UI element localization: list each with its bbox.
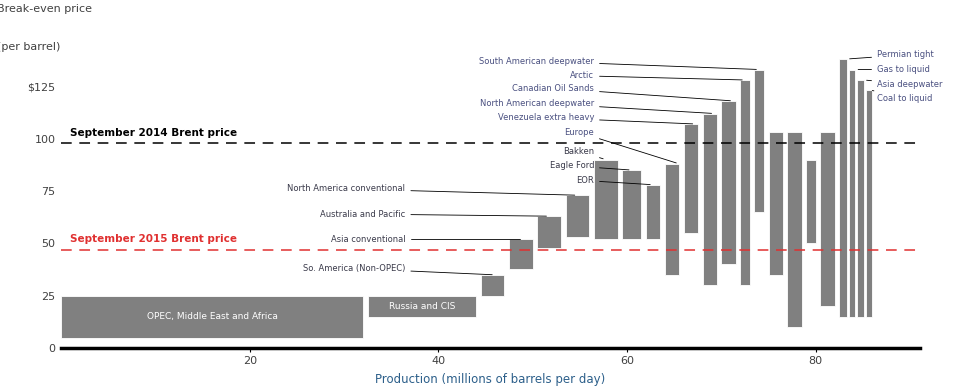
Bar	[565, 195, 589, 237]
Bar	[537, 216, 560, 248]
Bar	[61, 296, 362, 338]
Bar	[480, 275, 504, 296]
Text: Bakken: Bakken	[562, 147, 602, 159]
Text: Canadian Oil Sands: Canadian Oil Sands	[512, 84, 730, 101]
Text: Asia conventional: Asia conventional	[331, 235, 520, 244]
Bar	[768, 132, 781, 275]
Text: South American deepwater: South American deepwater	[478, 56, 756, 69]
Bar	[683, 124, 697, 233]
Bar	[820, 132, 834, 306]
Bar	[645, 185, 659, 239]
Bar	[848, 69, 855, 317]
Text: So. America (Non-OPEC): So. America (Non-OPEC)	[303, 264, 492, 275]
Text: OPEC, Middle East and Africa: OPEC, Middle East and Africa	[147, 312, 277, 321]
Bar	[367, 296, 476, 317]
Bar	[509, 239, 532, 269]
Text: (per barrel): (per barrel)	[0, 42, 60, 53]
Text: North America conventional: North America conventional	[287, 184, 574, 195]
Bar	[701, 114, 716, 285]
Text: Russia and CIS: Russia and CIS	[388, 302, 455, 311]
Text: Permian tight: Permian tight	[849, 50, 933, 59]
Text: September 2015 Brent price: September 2015 Brent price	[71, 234, 237, 245]
Bar	[754, 69, 763, 212]
Bar	[805, 160, 815, 243]
X-axis label: Production (millions of barrels per day): Production (millions of barrels per day)	[375, 374, 605, 387]
Text: Venezuela extra heavy: Venezuela extra heavy	[497, 113, 692, 124]
Text: Eagle Ford: Eagle Ford	[549, 162, 628, 171]
Bar	[864, 91, 871, 317]
Text: Break-even price: Break-even price	[0, 4, 91, 14]
Bar	[621, 170, 640, 239]
Bar	[720, 101, 735, 264]
Text: Europe: Europe	[563, 128, 676, 163]
Text: Asia deepwater: Asia deepwater	[865, 80, 942, 89]
Bar	[664, 164, 679, 275]
Text: Gas to liquid: Gas to liquid	[858, 65, 929, 74]
Text: North American deepwater: North American deepwater	[479, 98, 711, 113]
Bar	[594, 160, 617, 239]
Text: EOR: EOR	[576, 176, 650, 185]
Bar	[786, 132, 801, 327]
Text: Coal to liquid: Coal to liquid	[871, 91, 931, 103]
Text: September 2014 Brent price: September 2014 Brent price	[71, 128, 237, 138]
Bar	[839, 59, 846, 317]
Bar	[740, 80, 749, 285]
Bar	[857, 80, 862, 317]
Text: Australia and Pacific: Australia and Pacific	[320, 210, 546, 219]
Text: Arctic: Arctic	[570, 71, 741, 80]
